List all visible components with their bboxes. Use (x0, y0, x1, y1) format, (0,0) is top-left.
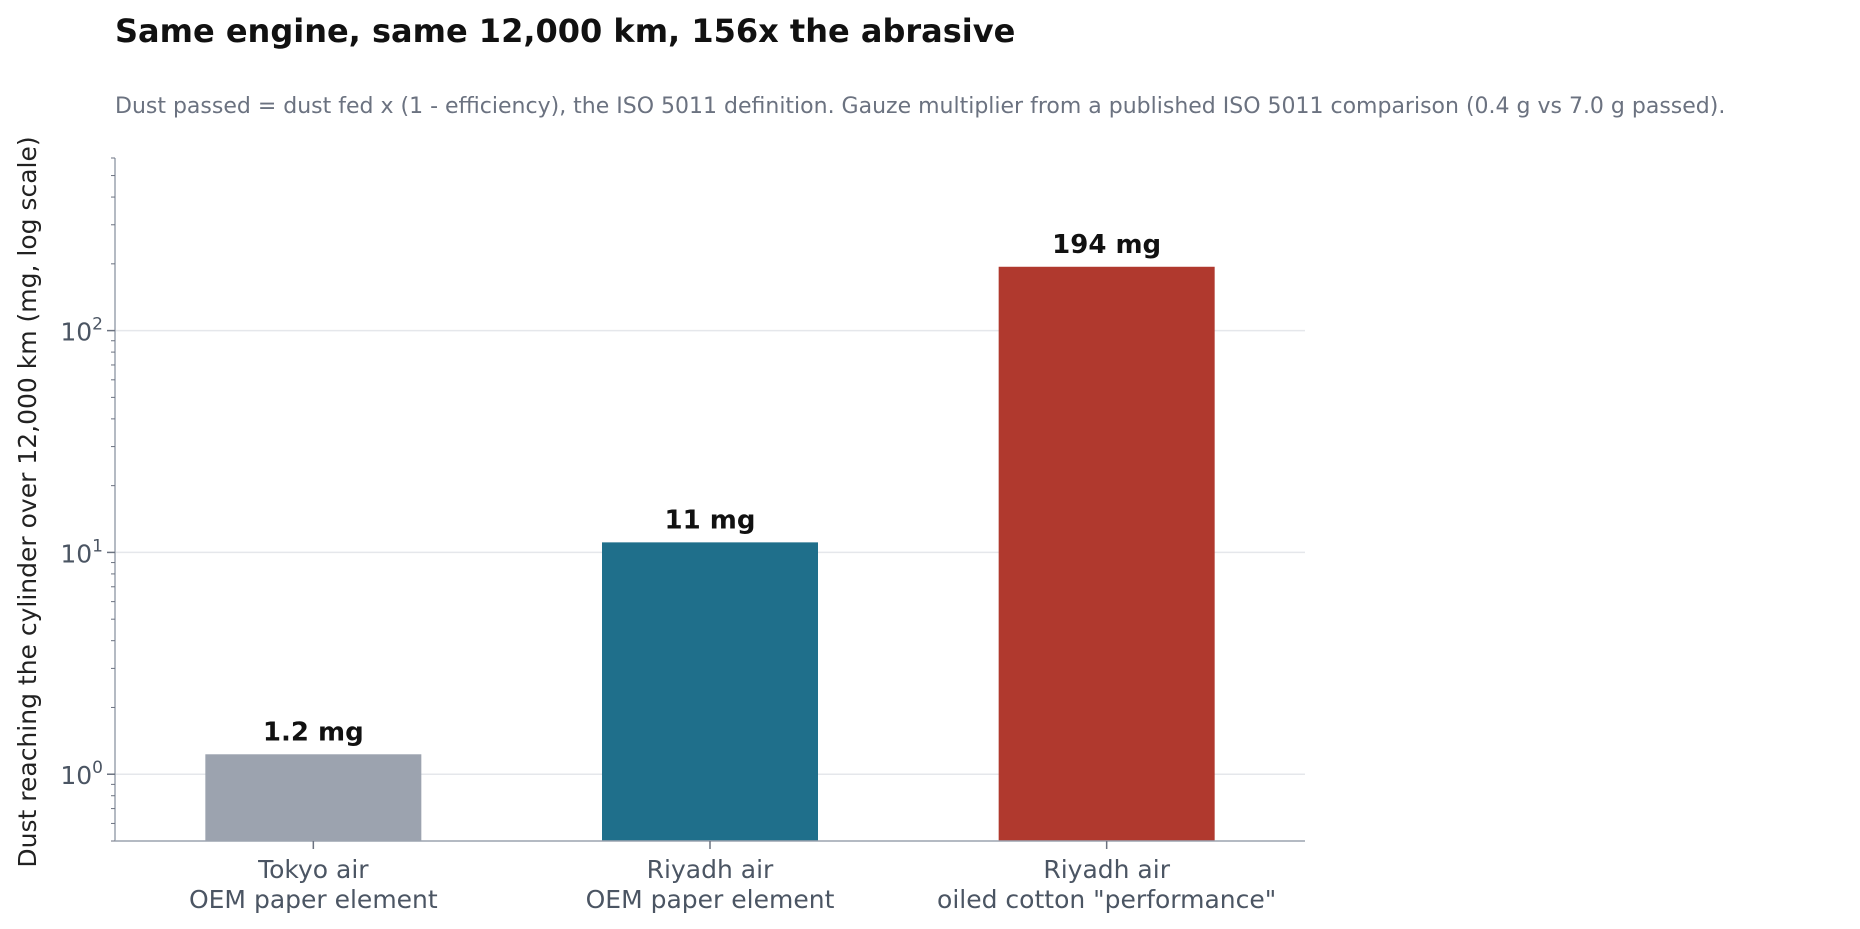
x-tick-label: OEM paper element (586, 885, 835, 914)
y-tick-label: 100 (60, 758, 103, 790)
bars (205, 266, 1215, 841)
data-label: 11 mg (665, 505, 756, 535)
x-tick-label: Tokyo air (257, 855, 369, 884)
bar (998, 266, 1215, 841)
y-axis-label: Dust reaching the cylinder over 12,000 k… (13, 136, 42, 867)
chart-title: Same engine, same 12,000 km, 156x the ab… (115, 12, 1016, 50)
data-label: 194 mg (1052, 230, 1161, 260)
y-tick-label: 102 (60, 315, 103, 347)
chart-subtitle: Dust passed = dust fed x (1 - efficiency… (115, 94, 1726, 119)
bar (205, 754, 422, 841)
bar (602, 542, 818, 841)
data-label: 1.2 mg (263, 717, 364, 747)
x-tick-label: OEM paper element (189, 885, 438, 914)
data-labels: 1.2 mg 11 mg 194 mg (263, 230, 1161, 748)
x-tick-label: Riyadh air (647, 855, 774, 884)
x-tick-label: Riyadh air (1043, 855, 1170, 884)
x-tick-label: oiled cotton "performance" (937, 885, 1276, 914)
y-tick-label: 101 (60, 536, 103, 568)
